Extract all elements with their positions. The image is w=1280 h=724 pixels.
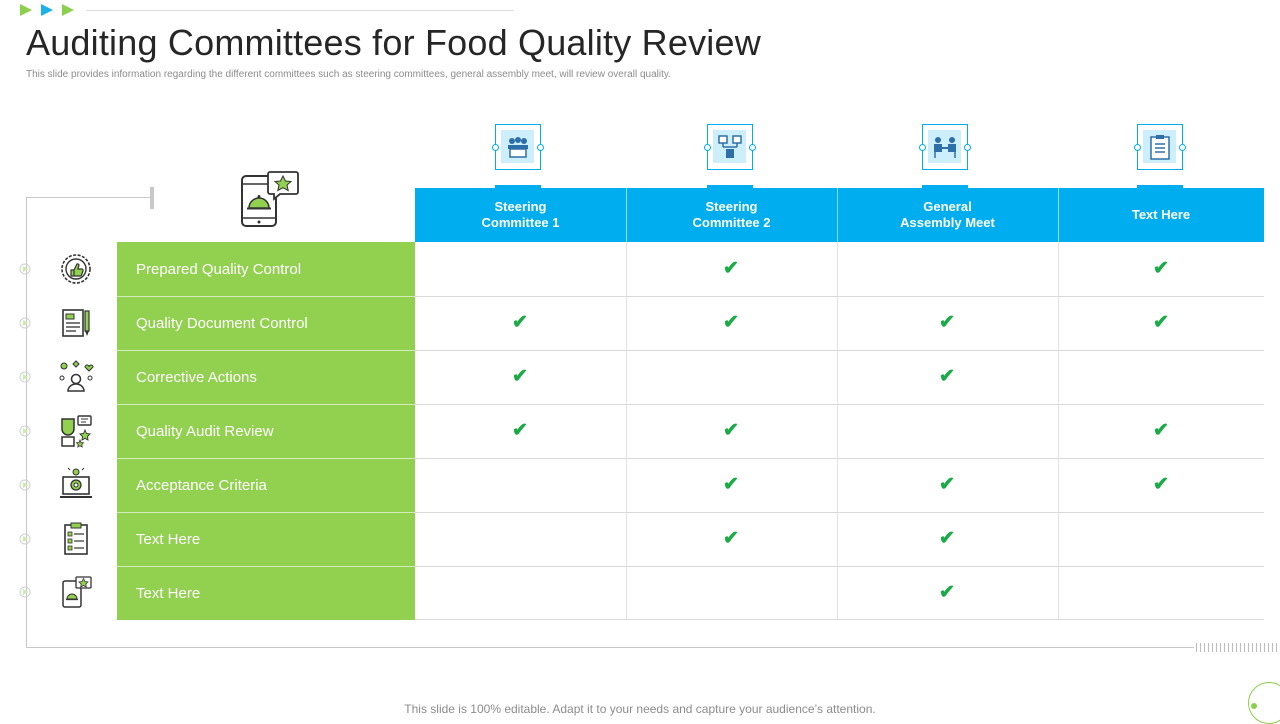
row-divider — [117, 566, 415, 567]
grid-line — [415, 458, 1264, 459]
check-mark-icon: ✔ — [1153, 419, 1169, 441]
quality-badge-icon — [61, 254, 91, 284]
row-label-acceptance-criteria: Acceptance Criteria — [117, 458, 415, 512]
row-divider — [117, 350, 415, 351]
arrow-decoration-icon — [41, 4, 53, 16]
row-divider — [117, 404, 415, 405]
check-mark-icon: ✔ — [939, 581, 955, 603]
column-header-steering-2: Steering Committee 2 — [626, 188, 837, 242]
top-divider — [86, 10, 514, 11]
grid-line — [1058, 242, 1059, 620]
column-divider — [837, 188, 838, 242]
clipboard-icon — [1134, 124, 1186, 170]
frame-line — [26, 197, 152, 198]
check-mark-icon: ✔ — [512, 419, 528, 441]
mobile-food-rating-icon — [241, 171, 299, 227]
bullet-icon — [19, 425, 31, 437]
slide-subtitle: This slide provides information regardin… — [26, 69, 671, 80]
grid-line — [415, 512, 1264, 513]
column-header-general-assembly: General Assembly Meet — [837, 188, 1058, 242]
frame-line — [26, 647, 1194, 648]
grid-line — [415, 566, 1264, 567]
check-mark-icon: ✔ — [939, 527, 955, 549]
corner-dot-decoration — [1251, 703, 1257, 709]
top-arrows — [20, 4, 74, 16]
check-mark-icon: ✔ — [723, 473, 739, 495]
bullet-icon — [19, 317, 31, 329]
arrow-decoration-icon — [62, 4, 74, 16]
header-connector — [707, 185, 753, 188]
slide-title: Auditing Committees for Food Quality Rev… — [26, 22, 761, 63]
bullet-icon — [19, 479, 31, 491]
check-mark-icon: ✔ — [1153, 257, 1169, 279]
grid-line — [415, 350, 1264, 351]
review-chat-icon — [61, 415, 92, 448]
header-connector — [922, 185, 968, 188]
check-mark-icon: ✔ — [723, 311, 739, 333]
bullet-icon — [19, 586, 31, 598]
org-chart-icon — [704, 124, 756, 170]
row-label-prepared-quality-control: Prepared Quality Control — [117, 242, 415, 296]
grid-line — [415, 296, 1264, 297]
row-divider — [117, 512, 415, 513]
row-label-text-here-2: Text Here — [117, 566, 415, 620]
grid-line — [837, 242, 838, 620]
bullet-icon — [19, 371, 31, 383]
arrow-decoration-icon — [20, 4, 32, 16]
hatch-decoration — [1196, 643, 1278, 652]
column-divider — [1058, 188, 1059, 242]
check-mark-icon: ✔ — [512, 311, 528, 333]
row-label-text-here-1: Text Here — [117, 512, 415, 566]
check-mark-icon: ✔ — [939, 365, 955, 387]
checklist-icon — [64, 522, 88, 555]
bullet-icon — [19, 263, 31, 275]
frame-line — [26, 197, 27, 648]
team-meeting-icon — [492, 124, 544, 170]
bullet-icon — [19, 533, 31, 545]
person-feedback-icon — [59, 360, 94, 392]
row-divider — [117, 458, 415, 459]
mobile-rating-icon — [62, 576, 92, 608]
frame-tick — [150, 187, 154, 209]
header-connector — [1137, 185, 1183, 188]
document-pen-icon — [62, 309, 90, 337]
header-connector — [495, 185, 541, 188]
grid-line — [626, 242, 627, 620]
check-mark-icon: ✔ — [939, 473, 955, 495]
row-label-corrective-actions: Corrective Actions — [117, 350, 415, 404]
check-mark-icon: ✔ — [723, 419, 739, 441]
assembly-icon — [919, 124, 971, 170]
column-divider — [626, 188, 627, 242]
grid-line — [415, 619, 1264, 620]
grid-line — [415, 404, 1264, 405]
column-header-text-here: Text Here — [1058, 188, 1264, 242]
row-label-quality-document-control: Quality Document Control — [117, 296, 415, 350]
check-mark-icon: ✔ — [1153, 473, 1169, 495]
row-divider — [117, 296, 415, 297]
check-mark-icon: ✔ — [723, 527, 739, 549]
check-mark-icon: ✔ — [723, 257, 739, 279]
check-mark-icon: ✔ — [939, 311, 955, 333]
check-mark-icon: ✔ — [1153, 311, 1169, 333]
row-label-quality-audit-review: Quality Audit Review — [117, 404, 415, 458]
laptop-gear-icon — [60, 467, 92, 498]
slide-footer: This slide is 100% editable. Adapt it to… — [404, 702, 876, 716]
column-header-steering-1: Steering Committee 1 — [415, 188, 626, 242]
check-mark-icon: ✔ — [512, 365, 528, 387]
